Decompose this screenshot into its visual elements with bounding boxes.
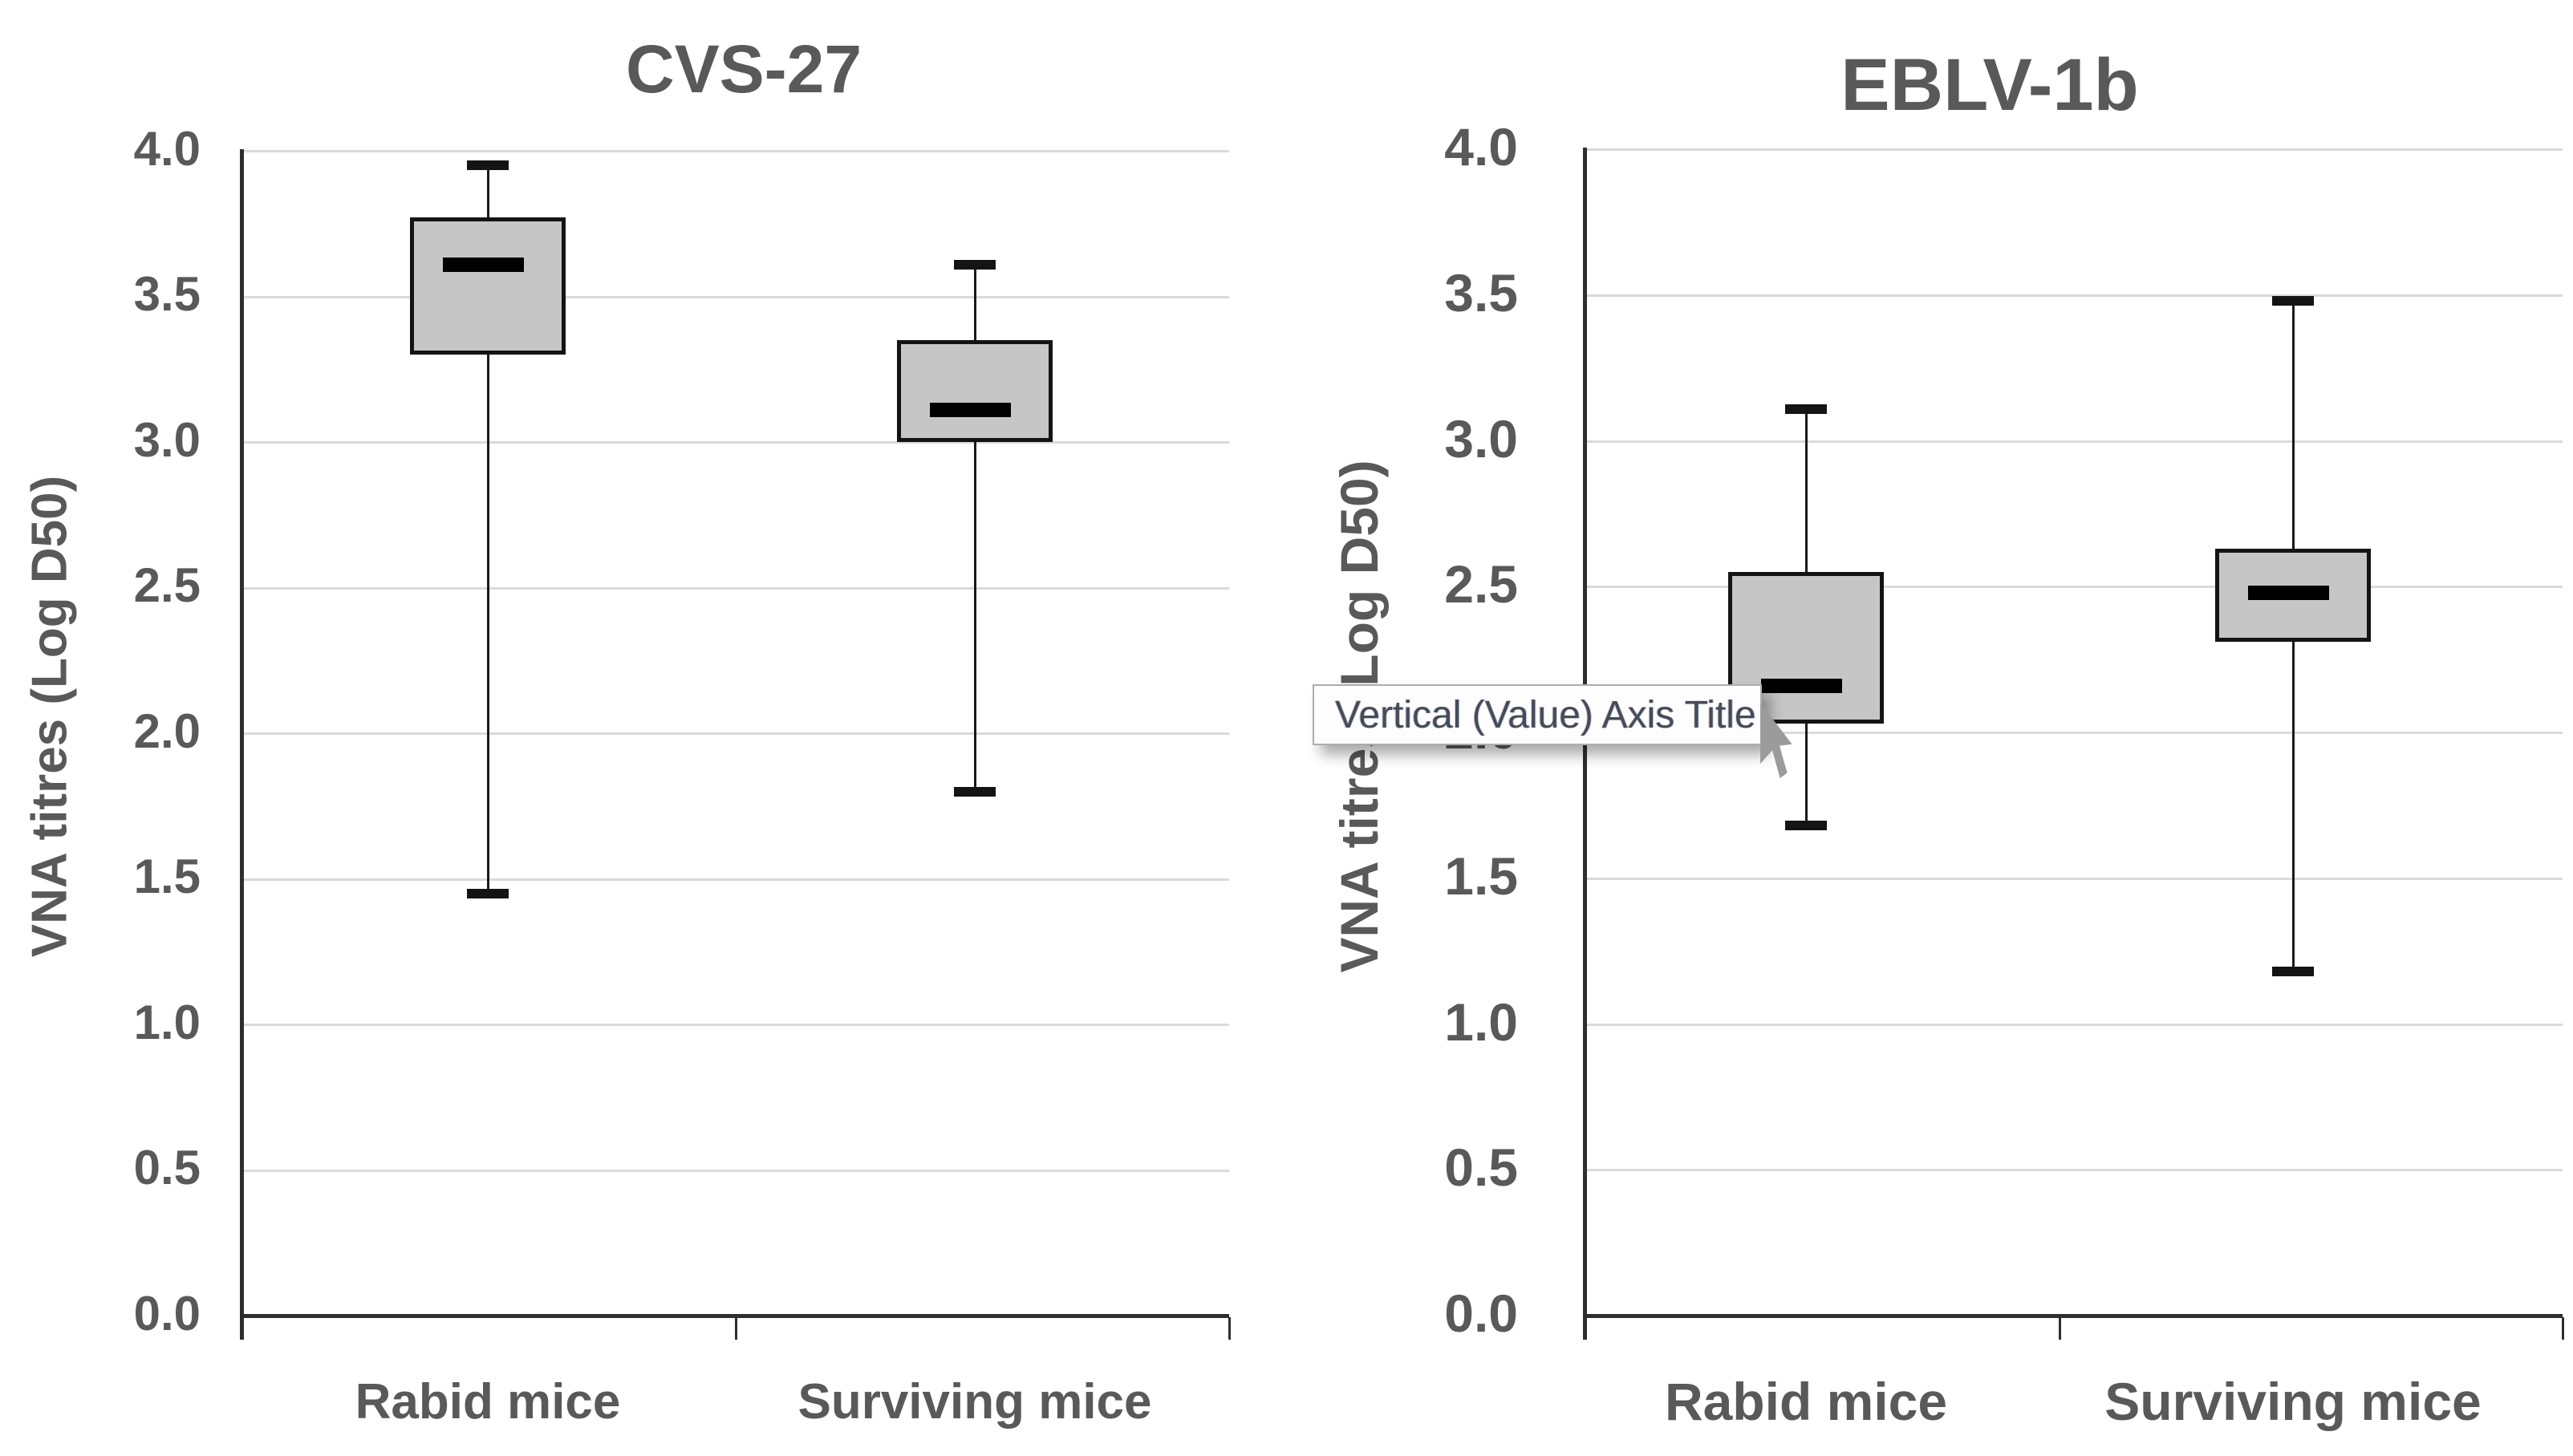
y-tick-label[interactable]: 0.0 (1444, 1284, 1518, 1344)
x-axis-line (1583, 1314, 2563, 1318)
gridline (1585, 1169, 2563, 1172)
min-whisker-cap (467, 888, 509, 898)
upper-whisker (2292, 301, 2295, 549)
gridline (241, 295, 1229, 298)
lower-whisker (974, 442, 976, 792)
y-tick-label[interactable]: 2.0 (133, 704, 201, 758)
tooltip-text: Vertical (Value) Axis Title (1335, 693, 1756, 736)
gridline (1585, 440, 2563, 443)
gridline (241, 878, 1229, 881)
y-tick-label[interactable]: 2.5 (1444, 554, 1518, 614)
y-tick-label[interactable]: 4.0 (133, 121, 201, 176)
gridline (1585, 1023, 2563, 1026)
gridline (241, 732, 1229, 735)
y-tick-label[interactable]: 1.5 (1444, 846, 1518, 906)
y-tick-label[interactable]: 2.5 (133, 558, 201, 613)
gridline (241, 1169, 1229, 1172)
lower-whisker (487, 355, 489, 894)
gridline (241, 1024, 1229, 1026)
upper-whisker (487, 165, 489, 218)
gridline (1585, 294, 2563, 297)
min-whisker-cap (1785, 821, 1827, 831)
gridline (1585, 732, 2563, 734)
y-tick-label[interactable]: 1.0 (133, 995, 201, 1049)
gridline (241, 441, 1229, 444)
y-tick-label[interactable]: 4.0 (1444, 117, 1518, 177)
x-axis-line (240, 1314, 1229, 1318)
x-axis-tick (2562, 1317, 2564, 1340)
x-axis-tick (2059, 1317, 2061, 1340)
upper-whisker (1805, 408, 1808, 573)
gridline (1585, 586, 2563, 589)
median-bar (2247, 585, 2329, 600)
y-tick-label[interactable]: 0.5 (133, 1141, 201, 1195)
y-axis-line (240, 149, 244, 1340)
min-whisker-cap (954, 786, 996, 797)
iqr-box[interactable] (897, 339, 1053, 442)
median-bar (1760, 678, 1842, 693)
iqr-box[interactable] (410, 217, 566, 355)
gridline (1585, 877, 2563, 880)
x-axis-tick (241, 1317, 243, 1340)
y-tick-label[interactable]: 1.5 (133, 850, 201, 904)
y-tick-label[interactable]: 0.5 (1444, 1138, 1518, 1198)
max-whisker-cap (1785, 404, 1827, 414)
chart-title-cvs27[interactable]: CVS-27 (625, 31, 862, 107)
y-tick-label[interactable]: 3.5 (1444, 262, 1518, 322)
lower-whisker (1805, 724, 1808, 826)
gridline (241, 150, 1229, 152)
max-whisker-cap (2272, 296, 2314, 306)
y-tick-label[interactable]: 3.5 (133, 267, 201, 322)
y-tick-label[interactable]: 1.0 (1444, 992, 1518, 1052)
chart-title-eblv1b[interactable]: EBLV-1b (1840, 44, 2139, 126)
max-whisker-cap (954, 259, 996, 270)
category-label[interactable]: Surviving mice (2104, 1372, 2482, 1432)
median-bar (442, 257, 524, 272)
y-tick-label[interactable]: 0.0 (133, 1286, 201, 1340)
category-label[interactable]: Rabid mice (1664, 1372, 1948, 1432)
max-whisker-cap (467, 160, 509, 171)
lower-whisker (2292, 642, 2295, 972)
x-axis-tick (1584, 1317, 1586, 1340)
x-axis-tick (735, 1317, 737, 1340)
x-axis-tick (1228, 1317, 1231, 1340)
gridline (1585, 148, 2563, 151)
category-label[interactable]: Rabid mice (355, 1374, 621, 1430)
y-tick-label[interactable]: 3.0 (133, 412, 201, 467)
gridline (241, 586, 1229, 590)
median-bar (929, 403, 1011, 418)
min-whisker-cap (2272, 967, 2314, 977)
category-label[interactable]: Surviving mice (797, 1374, 1152, 1430)
y-tick-label[interactable]: 3.0 (1444, 408, 1518, 468)
axis-title-tooltip: Vertical (Value) Axis Title (1313, 684, 1762, 745)
upper-whisker (974, 264, 976, 340)
